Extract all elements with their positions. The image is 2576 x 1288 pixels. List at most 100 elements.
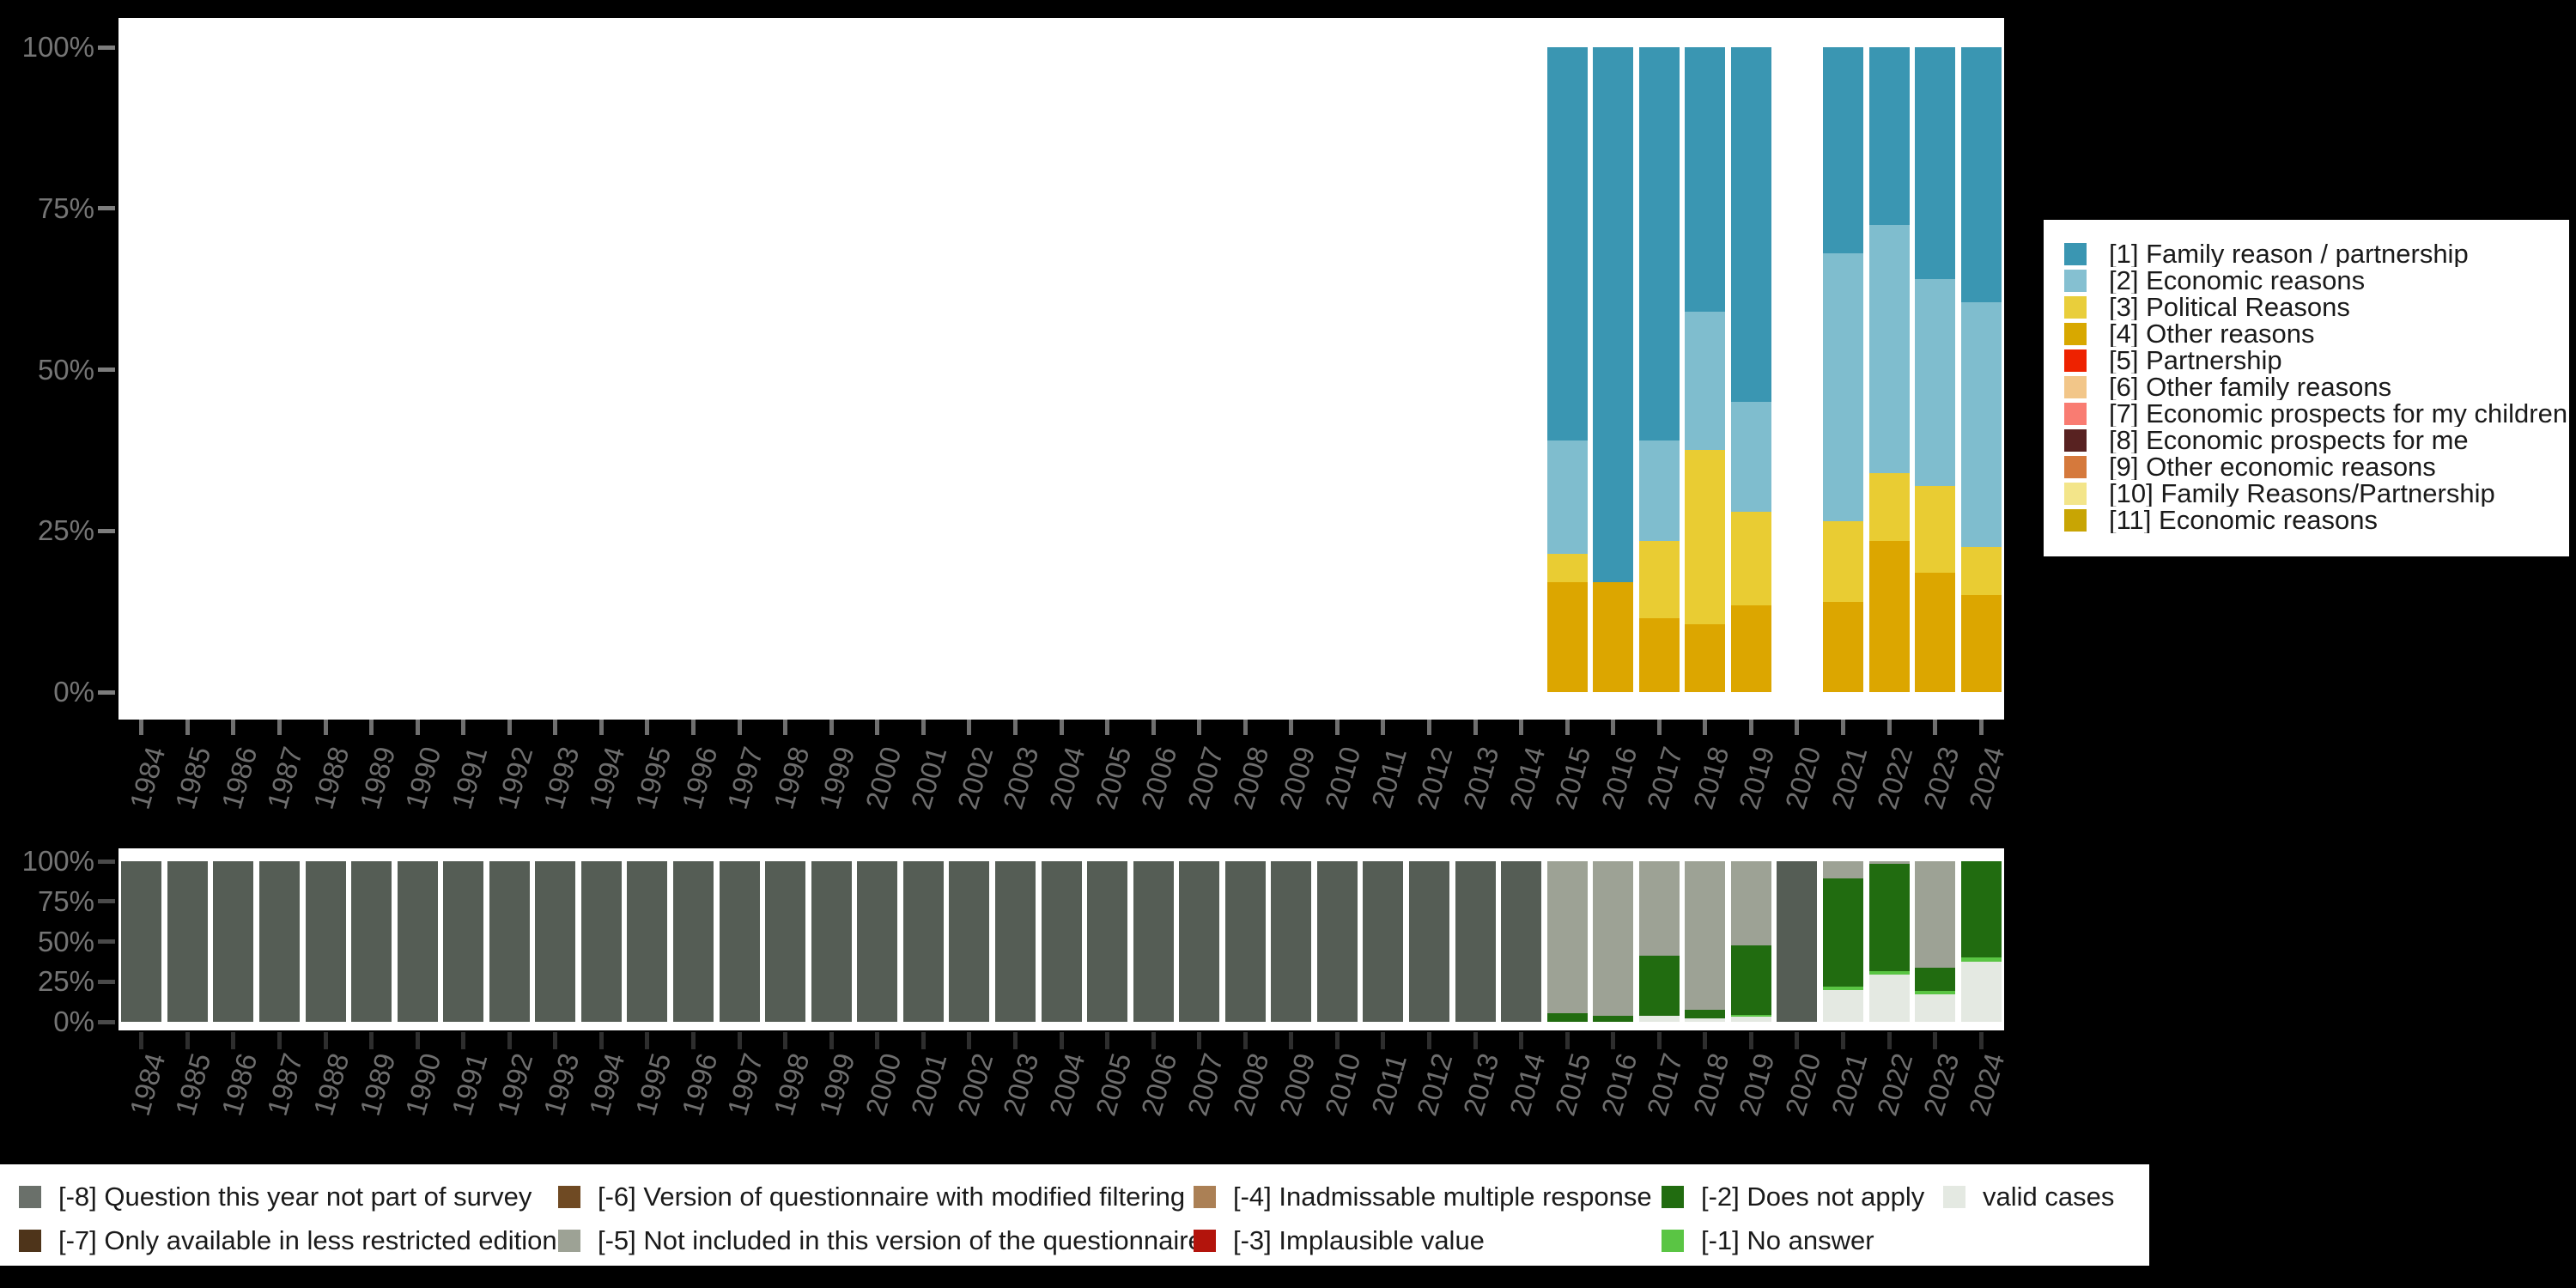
legend-label: [10] Family Reasons/Partnership — [2109, 480, 2495, 507]
y-axis-tick — [98, 206, 115, 211]
bar-segment — [1823, 521, 1864, 602]
year-label: 1985 — [168, 743, 217, 813]
bar-2015 — [1546, 47, 1588, 692]
bar-segment — [1685, 1009, 1726, 1019]
x-axis-tick — [967, 1032, 972, 1049]
x-axis-tick — [1289, 720, 1294, 735]
x-axis-tick — [1564, 720, 1570, 735]
x-axis-tick — [323, 720, 328, 735]
legend-swatch — [1194, 1230, 1216, 1252]
bar-segment — [1868, 224, 1910, 473]
x-axis-tick — [967, 720, 972, 735]
year-label: 1985 — [168, 1049, 217, 1120]
year-label: 2012 — [1411, 1049, 1459, 1120]
bar-segment — [994, 861, 1036, 1022]
bar-segment — [1915, 968, 1956, 992]
bar-segment — [1823, 986, 1864, 990]
bar-segment — [1087, 861, 1128, 1022]
legend-label: valid cases — [1983, 1182, 2115, 1212]
y-axis-tick — [98, 690, 115, 695]
bottom-chart-plot-area — [118, 848, 2004, 1030]
bar-segment — [1730, 945, 1771, 1015]
x-axis-tick — [1841, 1032, 1846, 1049]
legend-swatch — [2064, 375, 2087, 398]
bar-1999 — [811, 861, 852, 1022]
legend-label: [4] Other reasons — [2109, 320, 2315, 347]
bar-1988 — [305, 861, 346, 1022]
y-axis-tick — [98, 1019, 115, 1024]
year-label: 1995 — [629, 1049, 677, 1120]
legend-swatch — [1943, 1186, 1965, 1208]
bar-segment — [1546, 553, 1588, 583]
bar-2024 — [1960, 861, 2002, 1022]
bar-segment — [1546, 440, 1588, 554]
year-label: 2005 — [1089, 1049, 1137, 1120]
x-axis-tick — [415, 1032, 420, 1049]
year-label: 2001 — [904, 1049, 953, 1120]
bar-segment — [443, 861, 484, 1022]
legend-swatch — [19, 1230, 41, 1252]
year-label: 1999 — [812, 1049, 861, 1120]
bar-segment — [1960, 547, 2002, 596]
bar-1987 — [258, 861, 300, 1022]
year-label: 2012 — [1411, 743, 1459, 813]
x-axis-tick — [691, 1032, 696, 1049]
bar-segment — [1638, 956, 1680, 1016]
legend-item: [11] Economic reasons — [2064, 507, 2569, 533]
year-label: 2015 — [1548, 743, 1597, 813]
bar-segment — [1823, 253, 1864, 521]
y-axis-label: 100% — [21, 845, 94, 877]
bar-segment — [1271, 861, 1312, 1022]
bar-segment — [1546, 1012, 1588, 1022]
year-label: 1991 — [445, 743, 494, 813]
x-axis-tick — [783, 720, 788, 735]
bar-segment — [1960, 47, 2002, 302]
x-axis-tick — [1381, 1032, 1386, 1049]
bar-segment — [1915, 994, 1956, 1022]
legend-item: [6] Other family reasons — [2064, 374, 2569, 400]
x-axis-tick — [185, 720, 190, 735]
x-axis-tick — [645, 720, 650, 735]
x-axis-tick — [1703, 720, 1708, 735]
legend-item: [10] Family Reasons/Partnership — [2064, 480, 2569, 507]
missing-legend-item: [-4] Inadmissable multiple response — [1194, 1182, 1652, 1212]
year-label: 2007 — [1181, 1049, 1230, 1120]
legend-label: [-1] No answer — [1701, 1225, 1874, 1255]
legend-label: [5] Partnership — [2109, 347, 2282, 374]
year-label: 1991 — [445, 1049, 494, 1120]
bar-segment — [351, 861, 392, 1022]
year-label: 2014 — [1503, 1049, 1552, 1120]
missing-legend-item: [-1] No answer — [1662, 1225, 1874, 1256]
x-axis-tick — [737, 1032, 742, 1049]
bar-segment — [1960, 301, 2002, 548]
bar-segment — [1593, 1015, 1634, 1022]
x-axis-tick — [461, 1032, 466, 1049]
x-axis-tick — [1426, 1032, 1431, 1049]
legend-swatch — [2064, 322, 2087, 345]
year-label: 2013 — [1456, 743, 1505, 813]
x-axis-tick — [323, 1032, 328, 1049]
bar-segment — [1868, 971, 1910, 975]
bar-segment — [1915, 485, 1956, 574]
bar-segment — [121, 861, 162, 1022]
bar-segment — [1041, 861, 1082, 1022]
year-label: 2003 — [997, 1049, 1045, 1120]
legend-swatch — [2064, 269, 2087, 292]
bar-segment — [1730, 1017, 1771, 1022]
x-axis-tick — [1012, 1032, 1018, 1049]
year-label: 1986 — [215, 743, 264, 813]
bar-2011 — [1363, 861, 1404, 1022]
year-label: 2006 — [1134, 743, 1183, 813]
bar-2017 — [1638, 861, 1680, 1022]
bar-segment — [1685, 861, 1726, 1010]
bar-2024 — [1960, 47, 2002, 692]
bar-2006 — [1133, 861, 1174, 1022]
x-axis-tick — [1197, 720, 1202, 735]
x-axis-tick — [1748, 720, 1753, 735]
bar-segment — [1638, 440, 1680, 541]
year-label: 2000 — [859, 1049, 908, 1120]
y-axis-label: 75% — [37, 191, 94, 224]
year-label: 1987 — [261, 743, 309, 813]
bar-segment — [1546, 47, 1588, 441]
